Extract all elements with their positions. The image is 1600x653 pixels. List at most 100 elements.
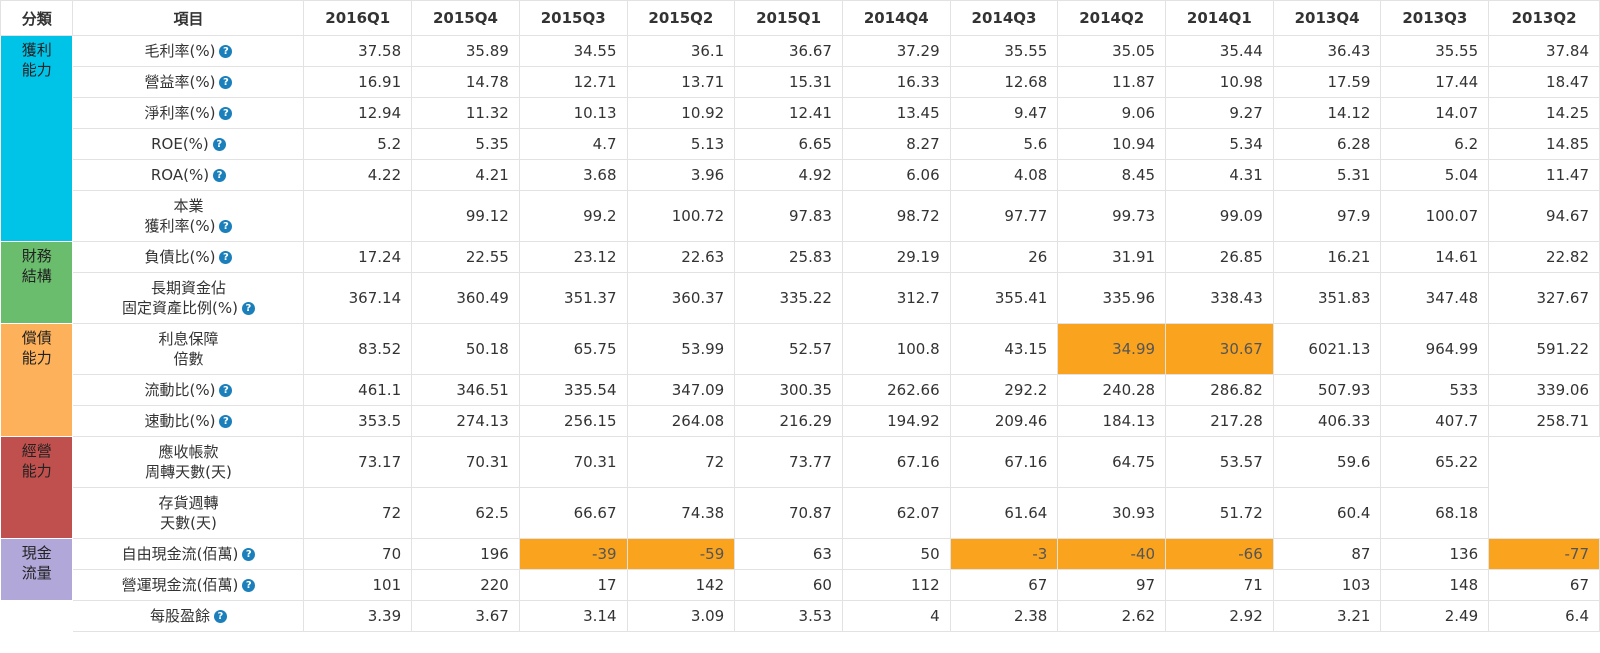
value-cell: 34.99 [1057, 323, 1167, 375]
value-cell: 136 [1380, 538, 1490, 570]
value-cell: 286.82 [1165, 374, 1274, 406]
value-cell: 194.92 [841, 405, 951, 437]
value-cell: 256.15 [518, 405, 628, 437]
help-icon[interactable]: ? [219, 384, 233, 397]
table-row: 現金流量 自由現金流(佰萬)? 70 196 -39 -59 63 50 -3 -40 -66 87 1… [0, 538, 1600, 601]
category-cell: 經營能力 [0, 436, 74, 539]
header-period[interactable]: 2014Q3 [949, 0, 1059, 36]
value-cell: 10.13 [518, 97, 628, 129]
help-icon[interactable]: ? [242, 548, 256, 561]
value-cell: 36.43 [1272, 35, 1382, 67]
table-row: 獲利能力 毛利率(%)? 37.58 35.89 34.55 36.1 36.67 37.29… [0, 35, 1600, 242]
value-cell: 2.49 [1380, 600, 1490, 632]
category-cell: 財務結構 [0, 241, 74, 324]
value-cell: 29.19 [841, 241, 951, 273]
header-period[interactable]: 2014Q1 [1165, 0, 1274, 36]
help-icon[interactable]: ? [219, 107, 233, 120]
help-icon[interactable]: ? [219, 415, 233, 428]
table-row: 流動比(%)? 461.1 346.51 335.54 347.09 300.35 262.… [1, 374, 1600, 406]
value-cell: 216.29 [734, 405, 843, 437]
value-cell: 16.21 [1272, 241, 1382, 273]
value-cell: 5.04 [1380, 159, 1490, 191]
value-cell: 16.33 [841, 66, 951, 98]
value-cell: 64.75 [1057, 436, 1167, 488]
value-cell: 148 [1380, 569, 1490, 601]
item-label-text: 毛利率(%) [144, 42, 216, 60]
value-cell: 52.57 [734, 323, 843, 375]
category-label: 獲利能力 [21, 41, 52, 79]
value-cell: 2.38 [949, 600, 1059, 632]
help-icon[interactable]: ? [213, 610, 227, 623]
item-label: 長期資金佔 固定資產比例(%)? [72, 272, 305, 324]
value-cell: 62.07 [841, 487, 951, 539]
value-cell: 14.85 [1488, 128, 1600, 160]
header-period[interactable]: 2013Q2 [1488, 0, 1600, 36]
value-cell: 461.1 [303, 374, 413, 406]
value-cell: 99.2 [518, 190, 628, 242]
value-cell: 6.4 [1488, 600, 1600, 632]
help-icon[interactable]: ? [213, 169, 227, 182]
table-row: 營運現金流(佰萬)? 101 220 17 142 60 112 67 97 71 103 148 67 [1, 569, 1600, 601]
item-label: 毛利率(%)? [72, 35, 305, 67]
value-cell: 2.62 [1057, 600, 1167, 632]
value-cell: 507.93 [1272, 374, 1382, 406]
value-cell: 4.31 [1165, 159, 1274, 191]
help-icon[interactable]: ? [241, 302, 255, 315]
help-icon[interactable]: ? [212, 138, 226, 151]
value-cell: 10.98 [1165, 66, 1274, 98]
item-label-text: 存貨週轉 [158, 494, 219, 512]
header-period[interactable]: 2015Q4 [411, 0, 520, 36]
value-cell: 3.09 [626, 600, 736, 632]
header-period[interactable]: 2015Q1 [734, 0, 843, 36]
value-cell: 8.27 [841, 128, 951, 160]
value-cell: 61.64 [949, 487, 1059, 539]
value-cell: 14.12 [1272, 97, 1382, 129]
value-cell: 99.73 [1057, 190, 1167, 242]
help-icon[interactable]: ? [242, 579, 256, 592]
header-period[interactable]: 2015Q3 [518, 0, 628, 36]
header-period[interactable]: 2014Q4 [841, 0, 951, 36]
value-cell: 72 [303, 487, 413, 539]
header-period[interactable]: 2014Q2 [1057, 0, 1167, 36]
help-icon[interactable]: ? [219, 76, 233, 89]
value-cell: 67.16 [949, 436, 1059, 488]
header-period[interactable]: 2015Q2 [626, 0, 736, 36]
value-cell: 3.67 [411, 600, 520, 632]
value-cell: 6.06 [841, 159, 951, 191]
value-cell: 66.67 [518, 487, 628, 539]
item-label: 流動比(%)? [72, 374, 305, 406]
value-cell: 83.52 [303, 323, 413, 375]
value-cell: 68.18 [1380, 487, 1490, 539]
help-icon[interactable]: ? [219, 251, 233, 264]
item-label-text: 天數(天) [160, 514, 217, 532]
value-cell: 65.75 [518, 323, 628, 375]
value-cell: 25.83 [734, 241, 843, 273]
value-cell: 3.14 [518, 600, 628, 632]
help-icon[interactable]: ? [219, 45, 233, 58]
value-cell: 12.71 [518, 66, 628, 98]
value-cell: 327.67 [1488, 272, 1600, 324]
category-label: 現金流量 [21, 544, 52, 582]
value-cell: 11.47 [1488, 159, 1600, 191]
header-period[interactable]: 2013Q3 [1380, 0, 1490, 36]
value-cell: 70.31 [411, 436, 520, 488]
item-label-text: 每股盈餘 [149, 607, 210, 625]
value-cell: 5.6 [949, 128, 1059, 160]
value-cell: 70.87 [734, 487, 843, 539]
value-cell: 37.58 [303, 35, 413, 67]
item-label-text: 流動比(%) [144, 381, 216, 399]
value-cell: 5.34 [1165, 128, 1274, 160]
header-period[interactable]: 2013Q4 [1272, 0, 1382, 36]
value-cell: 97.77 [949, 190, 1059, 242]
value-cell: 9.27 [1165, 97, 1274, 129]
value-cell: 11.32 [411, 97, 520, 129]
header-period[interactable]: 2016Q1 [303, 0, 413, 36]
help-icon[interactable]: ? [219, 220, 233, 233]
value-cell: 264.08 [626, 405, 736, 437]
value-cell: 196 [411, 538, 520, 570]
value-cell: -3 [949, 538, 1059, 570]
value-cell: 300.35 [734, 374, 843, 406]
item-label-text: 速動比(%) [144, 412, 216, 430]
item-label-text: 營益率(%) [144, 73, 216, 91]
table-row: ROA(%)? 4.22 4.21 3.68 3.96 4.92 6.06 4.08 8.45 4… [1, 159, 1600, 191]
